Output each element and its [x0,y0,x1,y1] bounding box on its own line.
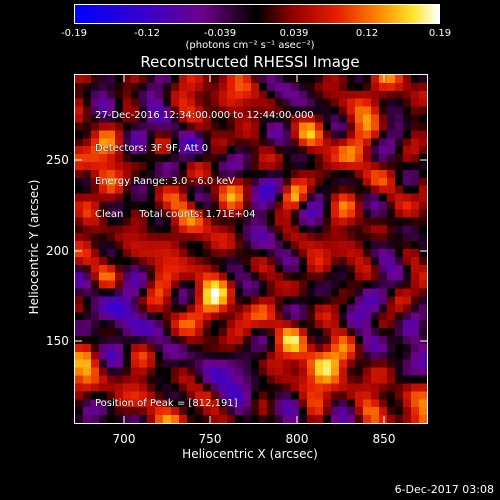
info-detectors: Detectors: 3F 9F, Att 0 [95,143,209,154]
x-axis-label: Heliocentric X (arcsec) [182,447,318,461]
colorbar-tick-label: 0.12 [355,28,379,39]
y-tick-label: 250 [46,153,69,167]
colorbar-tick-label: -0.19 [61,28,87,39]
colorbar [74,4,440,24]
colorbar-units: (photons cm⁻² s⁻¹ asec⁻²) [185,40,315,51]
peak-position: Position of Peak = [812,191] [95,398,238,409]
x-tick-label: 850 [372,432,396,446]
x-tick-label: 750 [198,432,222,446]
rhessi-image [75,75,427,423]
rhessi-image-panel [74,74,428,424]
x-tick-label: 700 [112,432,136,446]
info-clean-counts: Clean Total counts: 1.71E+04 [95,209,256,220]
colorbar-tick-label: -0.12 [134,28,160,39]
colorbar-tick-label: -0.039 [203,28,237,39]
info-block: 27-Dec-2016 12:34:00.000 to 12:44:00.000… [95,88,314,231]
y-tick-label: 150 [46,334,69,348]
y-axis-label: Heliocentric Y (arcsec) [27,179,41,315]
timestamp: 6-Dec-2017 03:08 [394,483,494,496]
info-time-range: 27-Dec-2016 12:34:00.000 to 12:44:00.000 [95,110,314,121]
colorbar-tick-label: 0.19 [428,28,452,39]
image-title: Reconstructed RHESSI Image [140,53,360,71]
y-tick-label: 200 [46,244,69,258]
x-tick-label: 800 [285,432,309,446]
info-energy-range: Energy Range: 3.0 - 6.0 keV [95,176,235,187]
colorbar-tick-label: 0.039 [279,28,309,39]
